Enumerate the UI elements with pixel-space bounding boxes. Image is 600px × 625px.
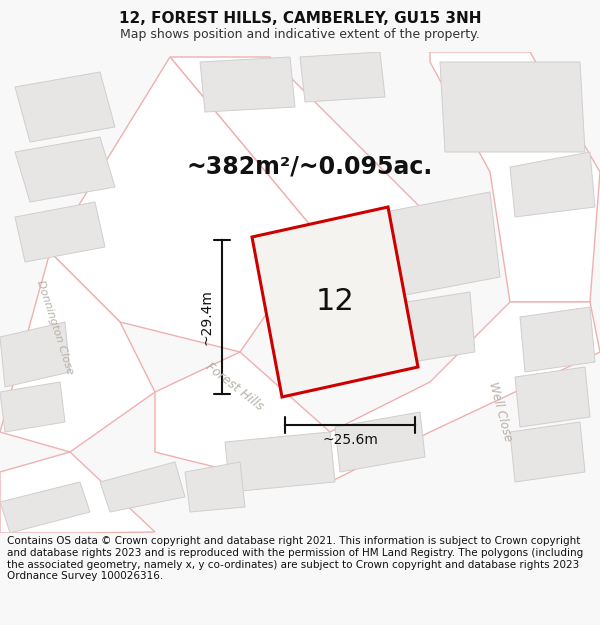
Polygon shape (440, 62, 585, 152)
Text: Contains OS data © Crown copyright and database right 2021. This information is : Contains OS data © Crown copyright and d… (7, 536, 583, 581)
Polygon shape (335, 412, 425, 472)
Text: Donnington Close: Donnington Close (35, 279, 75, 376)
Polygon shape (170, 57, 440, 237)
Polygon shape (510, 152, 595, 217)
Polygon shape (385, 192, 500, 297)
Polygon shape (225, 432, 335, 492)
Polygon shape (510, 422, 585, 482)
Text: 12: 12 (316, 288, 355, 316)
Polygon shape (15, 202, 105, 262)
Text: ~382m²/~0.095ac.: ~382m²/~0.095ac. (187, 155, 433, 179)
Polygon shape (520, 307, 595, 372)
Text: Map shows position and indicative extent of the property.: Map shows position and indicative extent… (120, 28, 480, 41)
Polygon shape (430, 52, 600, 302)
Text: Well Close: Well Close (486, 381, 514, 443)
Text: ~25.6m: ~25.6m (322, 433, 378, 447)
Polygon shape (15, 137, 115, 202)
Polygon shape (0, 452, 155, 533)
Polygon shape (0, 382, 65, 432)
Polygon shape (50, 57, 320, 352)
Text: ~29.4m: ~29.4m (200, 289, 214, 345)
Polygon shape (375, 292, 475, 367)
Polygon shape (515, 367, 590, 427)
Polygon shape (0, 252, 155, 452)
Text: 12, FOREST HILLS, CAMBERLEY, GU15 3NH: 12, FOREST HILLS, CAMBERLEY, GU15 3NH (119, 11, 481, 26)
Polygon shape (300, 52, 385, 102)
Polygon shape (0, 482, 90, 533)
Polygon shape (252, 207, 418, 397)
Polygon shape (0, 322, 70, 387)
Polygon shape (100, 462, 185, 512)
Polygon shape (185, 462, 245, 512)
Polygon shape (200, 57, 295, 112)
Text: Forest Hills: Forest Hills (203, 361, 266, 414)
Polygon shape (15, 72, 115, 142)
Polygon shape (155, 302, 600, 482)
